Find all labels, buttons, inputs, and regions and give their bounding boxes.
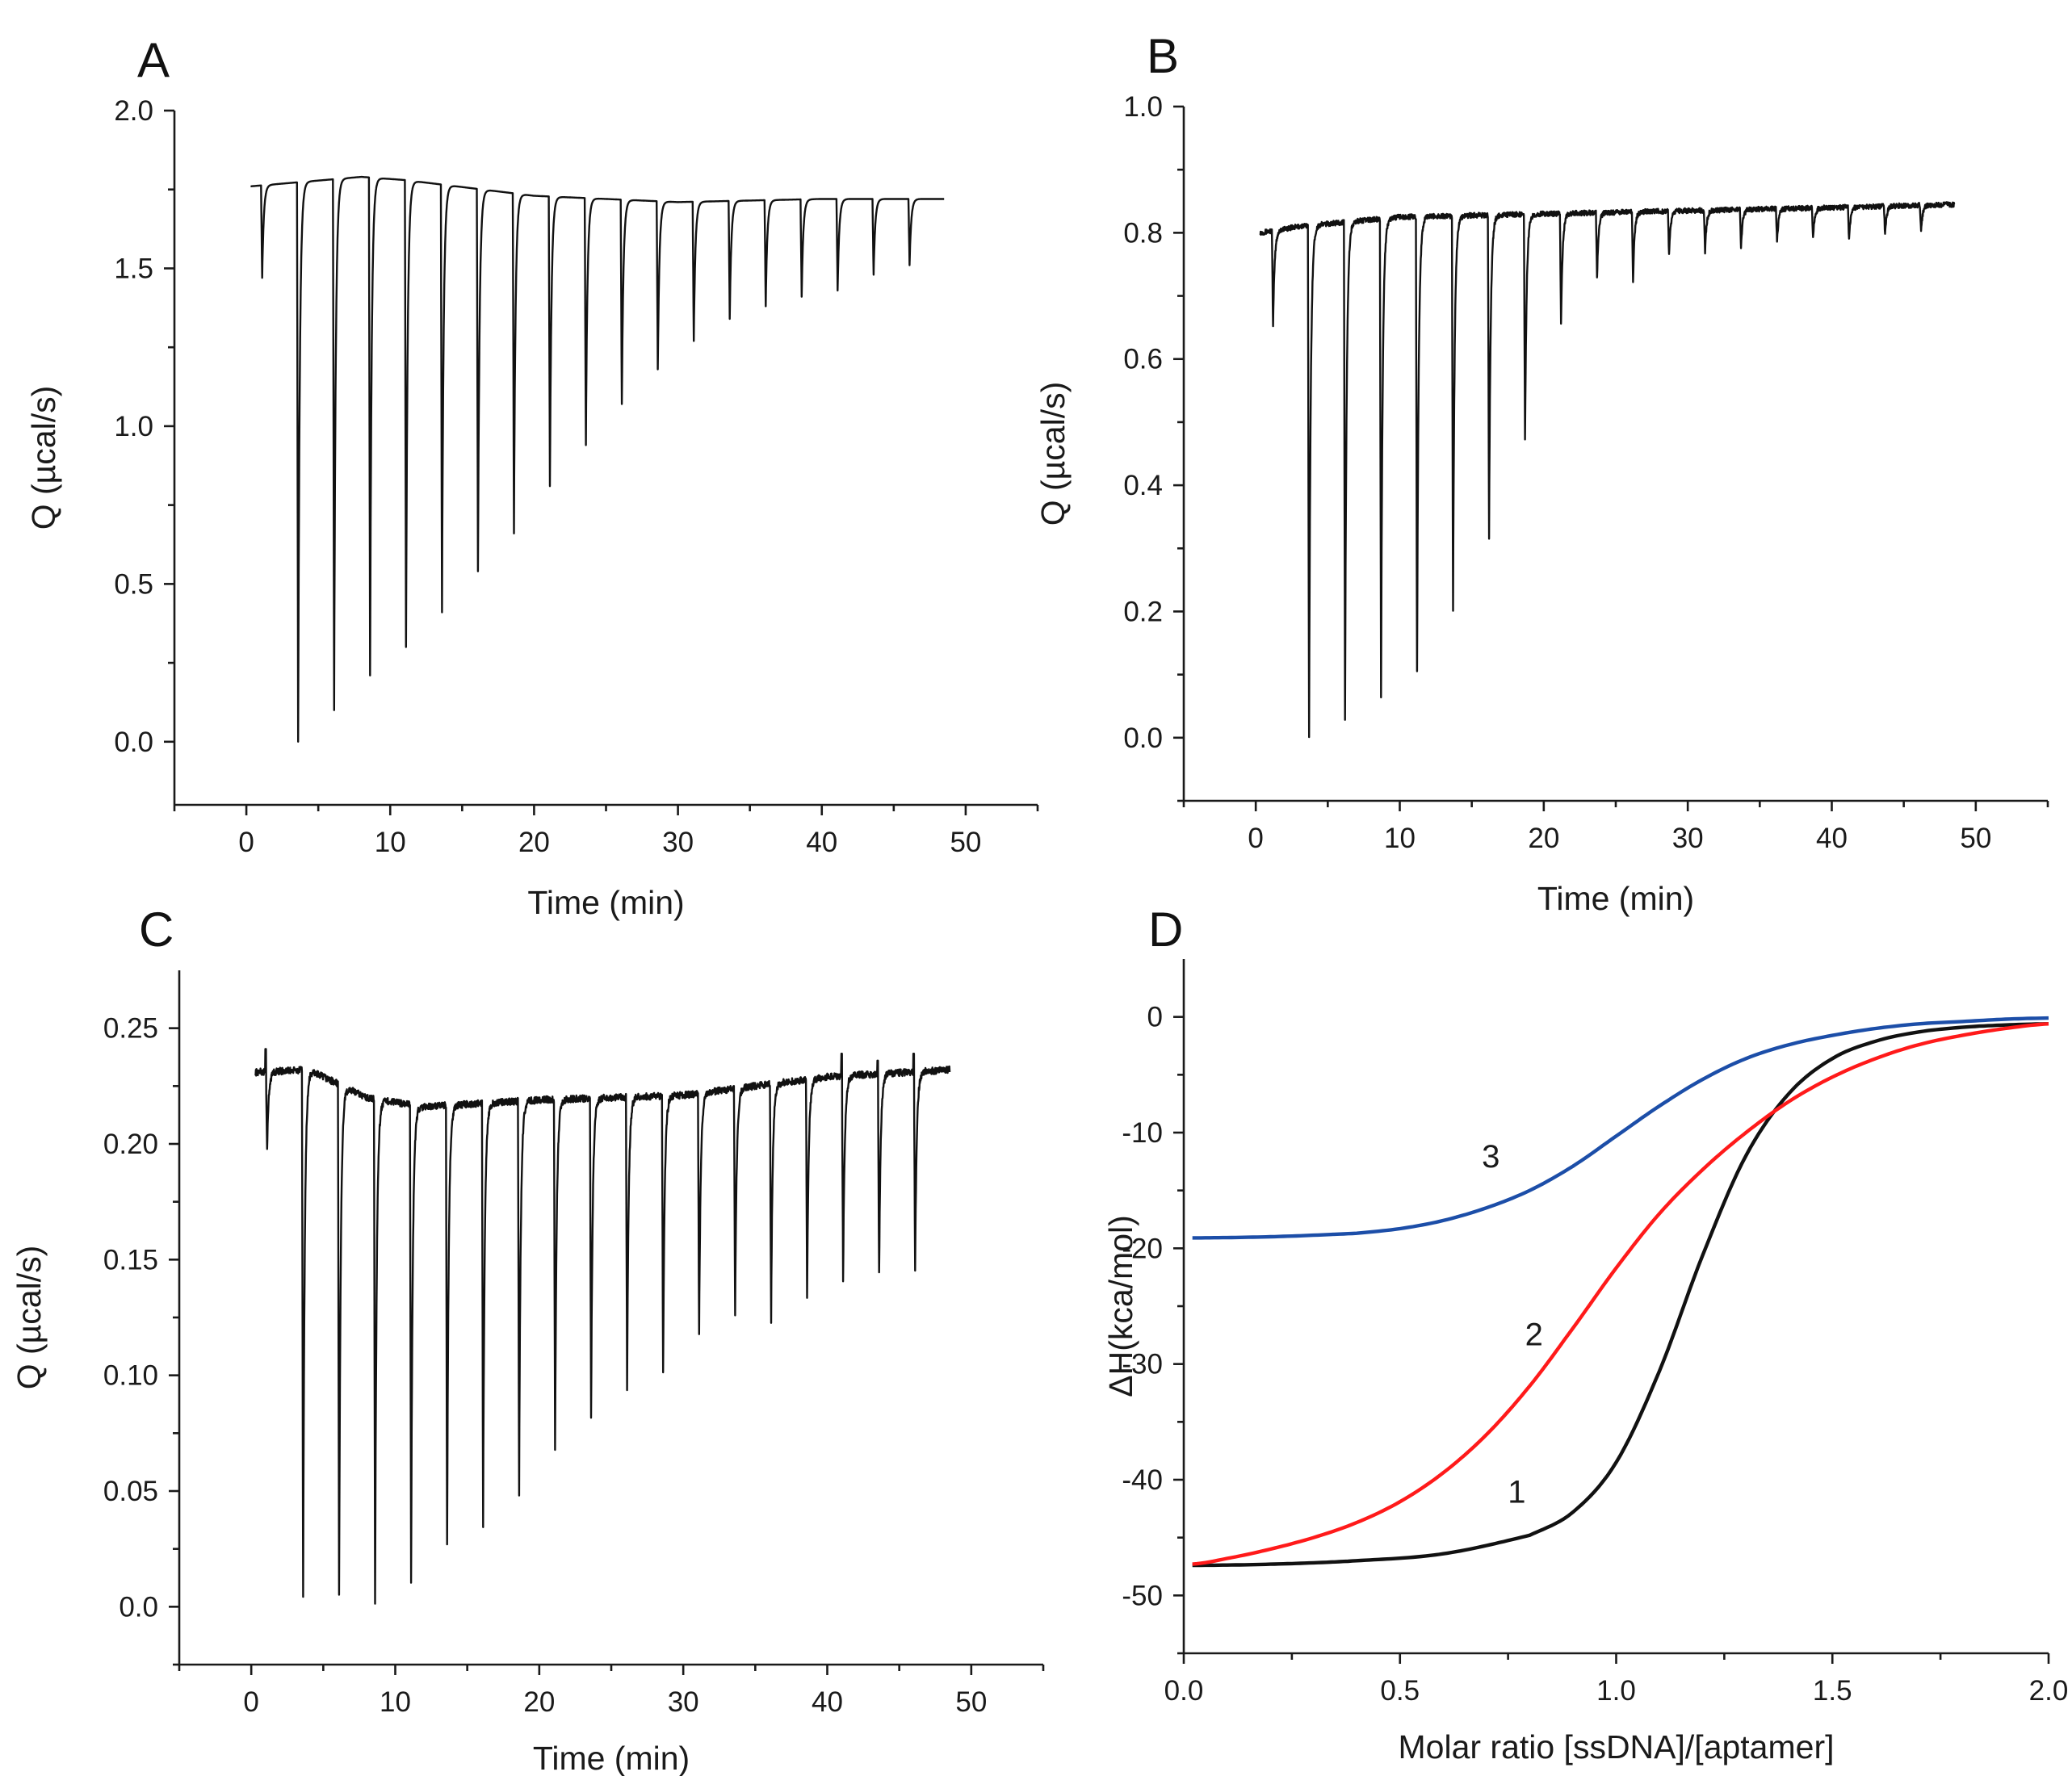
x-tick-label: 0.0 xyxy=(1164,1675,1204,1707)
x-tick-label: 30 xyxy=(662,827,694,858)
x-tick-label: 10 xyxy=(1384,823,1416,854)
x-tick-label: 20 xyxy=(1528,823,1559,854)
y-tick-label: -40 xyxy=(1122,1464,1163,1496)
y-tick-label: 1.5 xyxy=(114,253,153,284)
y-tick-label: 0.0 xyxy=(119,1591,158,1623)
x-axis-title: Time (min) xyxy=(533,1740,690,1776)
fit-curve-1 xyxy=(1192,1022,2049,1568)
y-tick-label: 0.15 xyxy=(103,1244,158,1275)
curve-label-2: 2 xyxy=(1525,1317,1543,1353)
x-tick-label: 0 xyxy=(243,1686,258,1718)
panel-label-d: D xyxy=(1148,903,1183,957)
x-tick-label: 40 xyxy=(806,827,837,858)
y-tick-label: 0.10 xyxy=(103,1360,158,1392)
x-tick-label: 50 xyxy=(955,1686,987,1718)
panel-label-b: B xyxy=(1147,29,1179,83)
y-axis-title: Q (µcal/s) xyxy=(10,1246,48,1390)
itc-trace-b xyxy=(1259,201,1956,739)
y-tick-label: 0.4 xyxy=(1123,470,1163,501)
panel-b: B 0 10 20 30 40 50 0.0 0.2 0.4 0.6 0.8 1.0 Time (min)… xyxy=(1034,29,2049,917)
x-tick-label: 0 xyxy=(238,827,254,858)
x-axis-title: Time (min) xyxy=(527,884,684,921)
y-axis-title: Q (µcal/s) xyxy=(25,386,62,530)
itc-trace-a xyxy=(250,175,946,743)
panel-d: D 0.0 0.5 1.0 1.5 2.0 0 -10 -20 -30 -40 -50 Molar ra… xyxy=(1102,903,2068,1766)
x-tick-label: 50 xyxy=(1960,823,1991,854)
x-tick-label: 0.5 xyxy=(1380,1675,1420,1707)
x-axis-title: Time (min) xyxy=(1537,880,1694,917)
x-tick-label: 10 xyxy=(375,827,406,858)
y-tick-label: 2.0 xyxy=(114,95,153,127)
x-tick-label: 30 xyxy=(668,1686,699,1718)
fit-curve-2 xyxy=(1192,1022,2049,1566)
panel-label-c: C xyxy=(139,903,174,957)
panel-label-a: A xyxy=(137,33,170,87)
x-tick-label: 2.0 xyxy=(2029,1675,2069,1707)
itc-trace-c xyxy=(254,1048,951,1605)
x-tick-label: 20 xyxy=(518,827,550,858)
y-tick-label: 0.05 xyxy=(103,1476,158,1507)
y-tick-label: 0.8 xyxy=(1123,217,1163,249)
panel-c: C 0 10 20 30 40 50 0.0 0.05 0.10 0.15 0.20 0.25 Time … xyxy=(10,903,1045,1776)
x-tick-label: 1.0 xyxy=(1596,1675,1636,1707)
y-tick-label: 0.0 xyxy=(1123,723,1163,754)
x-tick-label: 10 xyxy=(380,1686,411,1718)
curve-label-1: 1 xyxy=(1508,1475,1525,1510)
x-tick-label: 1.5 xyxy=(1813,1675,1852,1707)
y-tick-label: 0.25 xyxy=(103,1013,158,1045)
x-tick-label: 0 xyxy=(1248,823,1263,854)
y-axis-title: Q (µcal/s) xyxy=(1034,382,1072,526)
y-tick-label: -20 xyxy=(1122,1233,1163,1264)
fit-curve-3 xyxy=(1192,1016,2049,1240)
y-tick-label: -50 xyxy=(1122,1580,1163,1611)
x-tick-label: 40 xyxy=(1816,823,1848,854)
y-tick-label: 0.5 xyxy=(114,568,153,600)
x-tick-label: 20 xyxy=(523,1686,555,1718)
y-tick-label: 0.6 xyxy=(1123,344,1163,375)
y-tick-label: 0.20 xyxy=(103,1129,158,1160)
y-tick-label: 0 xyxy=(1147,1002,1163,1033)
y-tick-label: -30 xyxy=(1122,1349,1163,1380)
x-tick-label: 30 xyxy=(1672,823,1704,854)
curve-label-3: 3 xyxy=(1482,1139,1499,1175)
x-tick-label: 40 xyxy=(812,1686,843,1718)
y-tick-label: 1.0 xyxy=(1123,91,1163,123)
y-tick-label: -10 xyxy=(1122,1117,1163,1149)
y-axis-title: ΔH(kca/mol) xyxy=(1102,1215,1139,1397)
y-tick-label: 0.0 xyxy=(114,727,153,758)
y-tick-label: 1.0 xyxy=(114,411,153,442)
x-axis-title: Molar ratio [ssDNA]/[aptamer] xyxy=(1399,1728,1835,1766)
panel-a: A 0 10 20 30 40 50 0.0 0.5 1.0 1.5 2.0 Time (min) Q (… xyxy=(25,33,1039,921)
y-tick-label: 0.2 xyxy=(1123,596,1163,627)
x-tick-label: 50 xyxy=(950,827,981,858)
